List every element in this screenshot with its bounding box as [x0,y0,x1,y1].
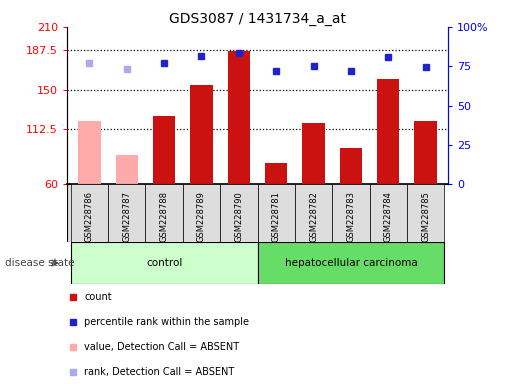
Text: count: count [84,291,112,302]
Text: GSM228781: GSM228781 [272,191,281,242]
Bar [377,79,400,184]
Text: disease state: disease state [5,258,75,268]
Text: hepatocellular carcinoma: hepatocellular carcinoma [284,258,417,268]
Text: GDS3087 / 1431734_a_at: GDS3087 / 1431734_a_at [169,12,346,25]
Text: GSM228786: GSM228786 [85,191,94,242]
Bar [415,121,437,184]
Text: percentile rank within the sample: percentile rank within the sample [84,316,249,327]
Bar [295,184,332,242]
Bar [258,184,295,242]
Bar [153,116,175,184]
Bar [258,242,444,284]
Bar [332,184,370,242]
Bar [302,123,325,184]
Text: GSM228789: GSM228789 [197,191,206,242]
Bar [228,51,250,184]
Bar [190,84,213,184]
Bar [183,184,220,242]
Bar [145,184,183,242]
Bar [220,184,258,242]
Text: GSM228787: GSM228787 [122,191,131,242]
Bar [71,242,258,284]
Bar [370,184,407,242]
Bar [115,155,138,184]
Bar [71,184,108,242]
Text: GSM228785: GSM228785 [421,191,430,242]
Text: GSM228783: GSM228783 [347,191,355,242]
Bar [265,163,287,184]
Bar [108,184,145,242]
Text: rank, Detection Call = ABSENT: rank, Detection Call = ABSENT [84,366,234,377]
Bar [340,147,362,184]
Text: value, Detection Call = ABSENT: value, Detection Call = ABSENT [84,341,239,352]
Text: GSM228788: GSM228788 [160,191,168,242]
Text: control: control [146,258,182,268]
Text: GSM228784: GSM228784 [384,191,393,242]
Bar [407,184,444,242]
Text: GSM228790: GSM228790 [234,191,243,242]
Bar [78,121,100,184]
Text: GSM228782: GSM228782 [309,191,318,242]
